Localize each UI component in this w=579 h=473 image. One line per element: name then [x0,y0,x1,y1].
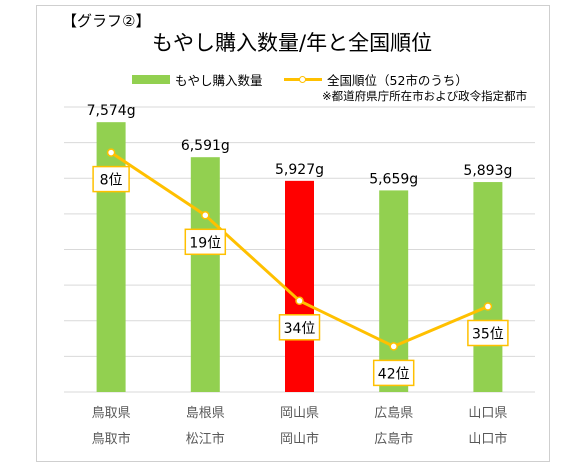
rank-point [295,296,304,306]
rank-point [201,211,210,220]
rank-label-box [184,228,227,256]
x-tick-label-prefecture: 岡山県 [280,406,319,421]
bar [190,157,220,392]
legend-line-swatch [284,75,322,84]
legend-bar-entry: もやし購入数量 [132,70,263,89]
rank-label-box [467,319,509,347]
legend-bar-label: もやし購入数量 [175,73,263,88]
bar [379,190,409,392]
x-tick-label-city: 広島市 [374,431,413,447]
x-tick-label-city: 山口市 [468,431,507,447]
legend-line-entry: 全国順位（52市のうち） [284,70,468,89]
bar [473,182,503,392]
rank-point [106,148,116,157]
rank-label: 42位 [378,366,410,382]
rank-point [389,342,398,351]
footnote: ※都道府県庁所在市および政令指定都市 [322,89,528,103]
graph-number: 【グラフ②】 [62,12,151,30]
rank-label-box [92,165,130,193]
bar [285,180,314,392]
rank-label-box [372,359,415,387]
bar-value-label: 6,591g [181,138,230,154]
rank-point [483,302,493,311]
legend-line-label: 全国順位（52市のうち） [327,73,468,88]
bar-value-label: 5,893g [463,163,512,179]
chart-title: もやし購入数量/年と全国順位 [152,31,433,55]
rank-label-box [278,314,321,341]
x-tick-label-prefecture: 鳥取県 [92,406,131,421]
rank-label: 34位 [284,321,316,337]
bar-value-label: 5,927g [275,162,324,178]
bar-value-label: 5,659g [369,171,418,187]
x-tick-label-city: 松江市 [186,431,225,447]
rank-label: 19位 [189,235,221,251]
x-tick-label-city: 岡山市 [280,431,319,447]
x-tick-label-city: 鳥取市 [92,431,131,447]
bar [96,122,126,393]
rank-label: 35位 [472,327,504,343]
x-tick-label-prefecture: 広島県 [374,406,413,421]
rank-label: 8位 [100,173,123,189]
x-tick-label-prefecture: 山口県 [468,406,507,421]
legend-bar-swatch [132,75,170,84]
bar-value-label: 7,574g [87,103,136,119]
x-tick-label-prefecture: 島根県 [186,406,225,421]
